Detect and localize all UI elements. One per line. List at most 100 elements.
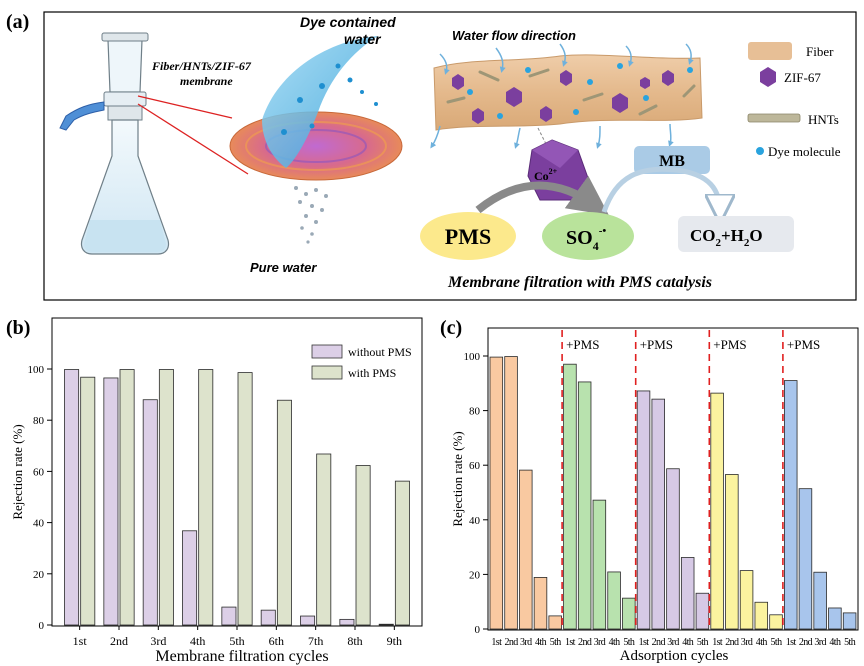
dye-legend-icon xyxy=(756,147,764,155)
pms-annotation: +PMS xyxy=(787,337,820,352)
bar-cycle-3-4th xyxy=(680,557,695,630)
panel-b: (b) 0 20 40 60 80 100 1st 2nd 3rd 4th 5th 6th 7th 8t… xyxy=(6,317,423,665)
x-tick-label: 3rd xyxy=(150,634,166,648)
bar-cycle-4-5th xyxy=(769,614,783,630)
bar-cycle-1-3rd xyxy=(519,469,533,630)
x-tick-label: 6th xyxy=(269,634,284,648)
panel-a: (a) Fiber/HNTs/ZIF-67 membrane xyxy=(6,11,857,301)
x-tick-label: 1st xyxy=(491,637,502,648)
x-tick-label: 4th xyxy=(682,637,694,648)
panel-b-bars xyxy=(64,369,410,626)
bar-without-pms xyxy=(182,530,198,626)
x-tick-label: 5th xyxy=(623,637,635,648)
y-tick-label: 60 xyxy=(469,460,481,472)
legend-zif: ZIF-67 xyxy=(784,70,821,85)
panel-b-x-ticks: 1st 2nd 3rd 4th 5th 6th 7th 8th 9th xyxy=(73,626,402,648)
y-tick-label: 100 xyxy=(28,364,45,376)
co2-sub: 2 xyxy=(716,237,722,249)
bar-without-pms xyxy=(221,606,237,626)
bar-cycle-3-5th xyxy=(695,592,710,630)
bar-cycle-4-4th xyxy=(754,601,769,630)
bar-with-pms xyxy=(355,465,371,626)
x-tick-label: 7th xyxy=(308,634,323,648)
bar-without-pms xyxy=(339,618,355,626)
bar-cycle-4-2nd xyxy=(725,474,739,630)
x-tick-label: 5th xyxy=(844,637,856,648)
y-tick-label: 20 xyxy=(33,569,45,581)
bar-cycle-1-5th xyxy=(548,615,562,630)
flow-direction-label: Water flow direction xyxy=(452,28,576,43)
bar-cycle-2-5th xyxy=(622,597,636,630)
x-tick-label: 4th xyxy=(756,637,768,648)
bar-cycle-3-2nd xyxy=(651,398,665,630)
bar-with-pms xyxy=(276,399,292,626)
dye-water-label-line1: Dye contained xyxy=(300,14,396,30)
so4-label: SO4-• xyxy=(566,225,606,253)
x-tick-label: 5th xyxy=(550,637,562,648)
mb-label: MB xyxy=(659,153,685,170)
x-tick-label: 3rd xyxy=(594,637,606,648)
co-ion-sup: 2+ xyxy=(549,167,558,176)
dye-water-label-line2: water xyxy=(344,31,382,47)
fiber-cross-section-icon xyxy=(430,43,703,149)
legend-without-pms: without PMS xyxy=(348,345,412,359)
x-tick-label: 3rd xyxy=(814,637,826,648)
bar-without-pms xyxy=(260,609,276,626)
pms-ellipse xyxy=(420,212,516,260)
bar-without-pms xyxy=(103,377,119,626)
h2o-sub: 2 xyxy=(744,237,750,249)
panel-a-frame xyxy=(43,11,857,301)
hnt-legend-icon xyxy=(747,113,801,123)
y-tick-label: 40 xyxy=(33,518,45,530)
y-tick-label: 40 xyxy=(469,515,481,527)
x-tick-label: 4th xyxy=(829,637,841,648)
bar-without-pms xyxy=(64,369,80,626)
x-tick-label: 1st xyxy=(639,637,650,648)
pms-label: PMS xyxy=(445,224,491,249)
panel-c-label: (c) xyxy=(440,317,462,339)
pms-annotation: +PMS xyxy=(566,337,599,352)
x-tick-label: 3rd xyxy=(520,637,532,648)
bar-cycle-5-4th xyxy=(828,607,842,630)
x-tick-label: 1st xyxy=(73,634,88,648)
panel-b-xlabel: Membrane filtration cycles xyxy=(155,648,328,665)
pms-annotation: +PMS xyxy=(713,337,746,352)
panel-b-y-ticks: 0 20 40 60 80 100 xyxy=(28,364,52,632)
legend-with-pms-swatch xyxy=(311,365,343,380)
x-tick-label: 2nd xyxy=(725,637,739,648)
x-tick-label: 2nd xyxy=(110,634,128,648)
bar-with-pms xyxy=(158,369,174,626)
panel-b-ylabel: Rejection rate (%) xyxy=(10,424,25,519)
bar-with-pms xyxy=(237,372,253,626)
bar-with-pms xyxy=(80,376,96,626)
x-tick-label: 5th xyxy=(771,637,783,648)
panel-a-legend: Fiber ZIF-67 HNTs Dye molecule xyxy=(747,42,841,159)
y-tick-label: 20 xyxy=(469,569,481,581)
panel-c-ylabel: Rejection rate (%) xyxy=(450,431,465,526)
bar-cycle-1-1st xyxy=(489,356,504,630)
pure-water-droplets-icon xyxy=(294,186,328,244)
x-tick-label: 9th xyxy=(387,634,402,648)
x-tick-label: 1st xyxy=(786,637,797,648)
co-ion-label: Co2+ xyxy=(534,167,558,183)
legend-dye: Dye molecule xyxy=(768,144,841,159)
bar-cycle-4-1st xyxy=(710,392,724,630)
x-tick-label: 1st xyxy=(712,637,723,648)
x-tick-label: 5th xyxy=(229,634,244,648)
legend-without-pms-swatch xyxy=(311,344,343,359)
co2-box xyxy=(678,216,794,252)
bar-cycle-1-4th xyxy=(533,577,548,630)
pms-to-so4-arrow-icon xyxy=(475,175,609,216)
membrane-label-line2: membrane xyxy=(180,74,233,88)
x-tick-label: 3rd xyxy=(667,637,679,648)
x-tick-label: 4th xyxy=(190,634,205,648)
legend-with-pms: with PMS xyxy=(348,366,396,380)
bar-with-pms xyxy=(316,453,332,626)
bar-cycle-2-4th xyxy=(607,571,621,630)
pms-annotation: +PMS xyxy=(640,337,673,352)
panel-c-xlabel: Adsorption cycles xyxy=(620,648,729,664)
panel-c-x-ticks: 1st 2nd 3rd 4th 5th 1st 2nd 3rd 4th 5th 1st 2nd 3rd 4… xyxy=(491,637,856,648)
so4-sub: 4 xyxy=(593,239,599,253)
so4-ellipse xyxy=(542,212,634,260)
